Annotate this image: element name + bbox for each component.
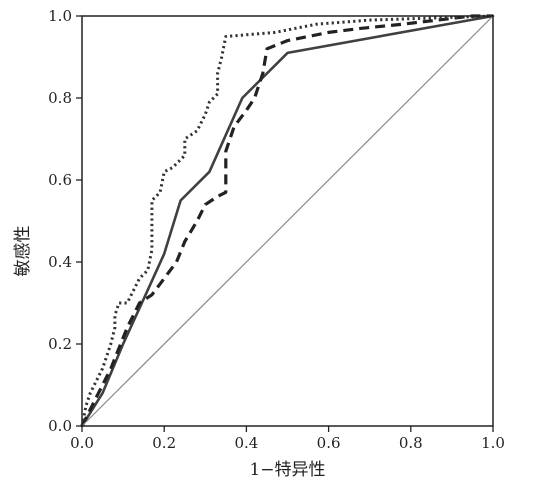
y-tick-label: 0.2 bbox=[48, 335, 72, 353]
y-tick-label: 1.0 bbox=[48, 7, 72, 25]
series-line-dotted bbox=[80, 14, 494, 427]
series-line-dashed bbox=[80, 14, 493, 427]
plot-frame bbox=[81, 15, 494, 427]
x-tick-label: 0.4 bbox=[234, 434, 258, 452]
series-layer bbox=[80, 14, 495, 428]
series-line-reference bbox=[81, 15, 494, 427]
y-axis-title: 敏感性 bbox=[13, 226, 33, 277]
ticks-layer: 0.0 0.2 0.4 0.6 0.8 1.0 0.0 0.2 0.4 0.6 0.8 1.0 bbox=[48, 7, 505, 452]
y-tick-label: 0.8 bbox=[48, 89, 72, 107]
x-tick-label: 0.2 bbox=[152, 434, 176, 452]
y-tick-label: 0.4 bbox=[48, 253, 72, 271]
y-tick-label: 0.6 bbox=[48, 171, 72, 189]
x-tick-label: 0.8 bbox=[399, 434, 423, 452]
series-line-solid bbox=[80, 14, 495, 428]
x-axis-title: 1−特异性 bbox=[249, 460, 325, 480]
x-tick-label: 0.0 bbox=[70, 434, 94, 452]
y-tick-label: 0.0 bbox=[48, 417, 72, 435]
x-tick-label: 1.0 bbox=[481, 434, 505, 452]
x-tick-label: 0.6 bbox=[317, 434, 341, 452]
